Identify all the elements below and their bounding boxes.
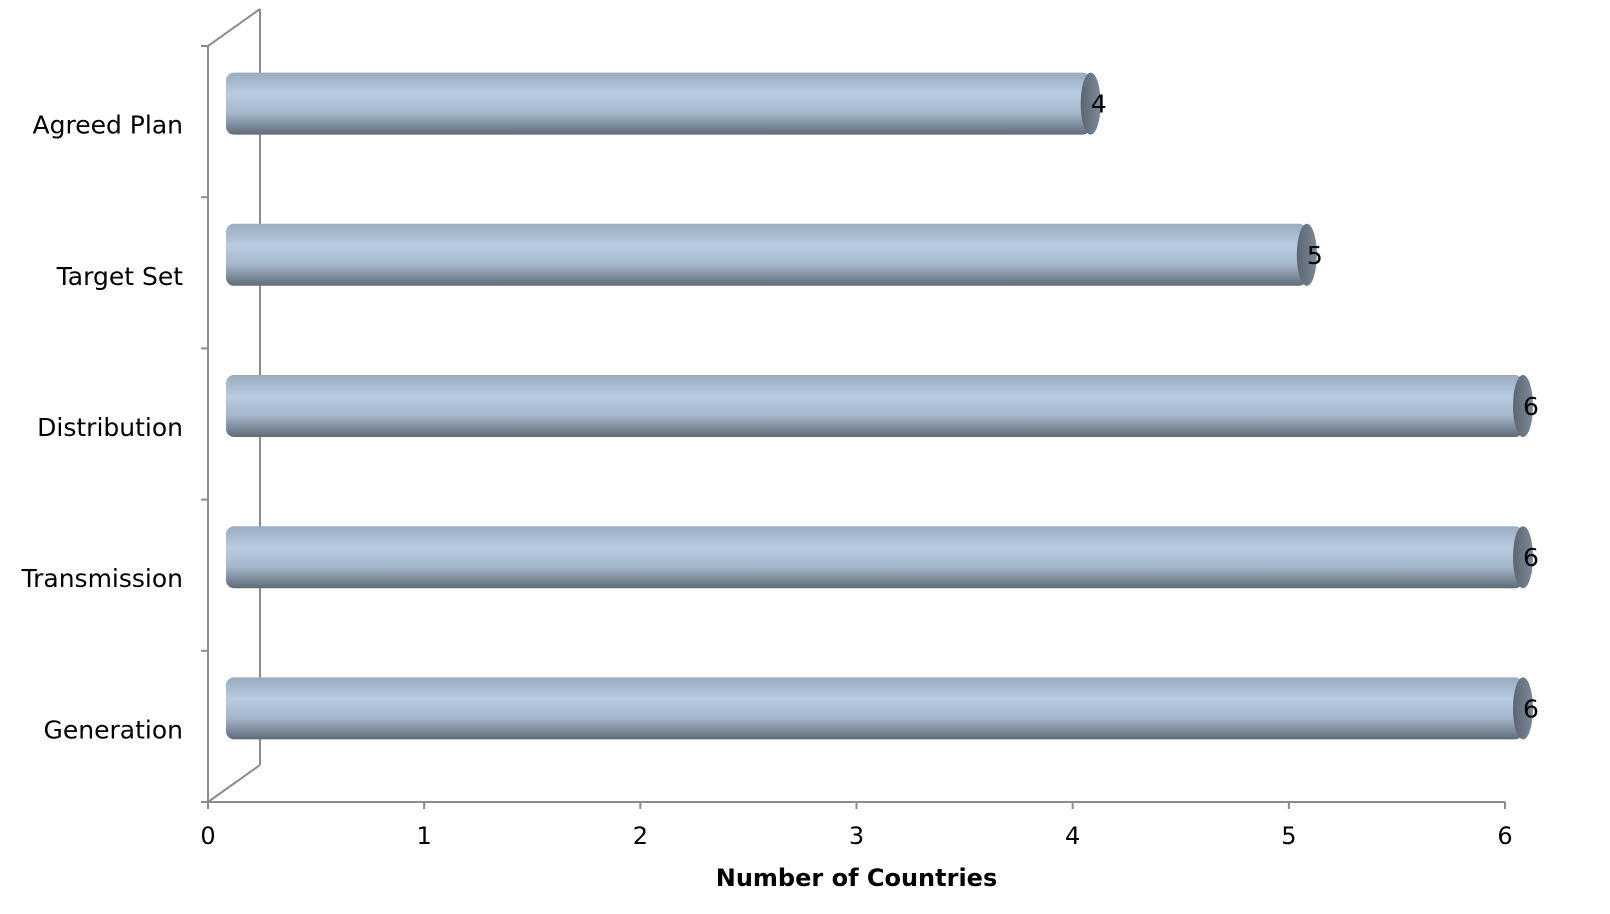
category-label: Distribution [37, 413, 183, 442]
data-label: 6 [1523, 543, 1539, 572]
bars [226, 72, 1533, 740]
bar-body [226, 375, 1523, 437]
y-axis-top-connector [207, 8, 261, 47]
bar-body [226, 677, 1523, 740]
x-tick-label: 2 [633, 822, 648, 850]
bar-distribution [226, 375, 1533, 437]
bar-target-set [226, 223, 1317, 286]
bar-body [226, 72, 1091, 135]
x-tick-label: 3 [849, 822, 864, 850]
bar-end-cap [1513, 526, 1533, 589]
bar-end-cap [1080, 72, 1101, 135]
data-label: 4 [1091, 90, 1107, 119]
y-axis-bottom-connector [207, 764, 261, 803]
data-label: 6 [1523, 392, 1539, 421]
category-label: Transmission [21, 564, 184, 593]
x-tick-label: 4 [1065, 822, 1080, 850]
bar-agreed-plan [226, 72, 1101, 135]
bar-end-cap [1296, 223, 1317, 286]
bar-body [226, 223, 1307, 286]
data-label: 6 [1523, 694, 1539, 723]
x-tick-label: 6 [1497, 822, 1512, 850]
bar-end-cap [1513, 677, 1533, 740]
bar-body [226, 526, 1523, 589]
category-label: Target Set [56, 262, 184, 291]
category-label: Agreed Plan [33, 111, 183, 140]
data-label: 5 [1307, 241, 1323, 270]
bar-generation [226, 677, 1533, 740]
x-tick-label: 0 [200, 822, 215, 850]
x-tick-label: 5 [1281, 822, 1296, 850]
x-axis-title: Number of Countries [716, 864, 997, 892]
bar-end-cap [1513, 375, 1533, 437]
axes [201, 8, 1506, 809]
labels: 0 1 2 3 4 5 6 6 Generation 6 Transmission 6 Distribu… [21, 90, 1539, 892]
category-label: Generation [44, 715, 183, 744]
bar-transmission [226, 526, 1533, 589]
x-tick-label: 1 [417, 822, 432, 850]
